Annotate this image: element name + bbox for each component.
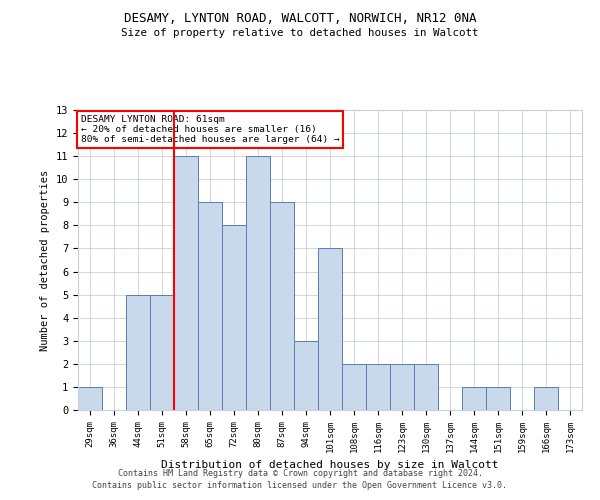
Text: Size of property relative to detached houses in Walcott: Size of property relative to detached ho… [121,28,479,38]
Bar [78,387,102,410]
Bar [366,364,390,410]
Bar [390,364,414,410]
Text: DESAMY LYNTON ROAD: 61sqm
← 20% of detached houses are smaller (16)
80% of semi-: DESAMY LYNTON ROAD: 61sqm ← 20% of detac… [80,114,339,144]
X-axis label: Distribution of detached houses by size in Walcott: Distribution of detached houses by size … [161,460,499,470]
Bar [318,248,342,410]
Bar [270,202,294,410]
Text: DESAMY, LYNTON ROAD, WALCOTT, NORWICH, NR12 0NA: DESAMY, LYNTON ROAD, WALCOTT, NORWICH, N… [124,12,476,26]
Text: Contains public sector information licensed under the Open Government Licence v3: Contains public sector information licen… [92,481,508,490]
Bar [174,156,198,410]
Bar [294,341,318,410]
Bar [246,156,270,410]
Bar [150,294,174,410]
Bar [534,387,558,410]
Bar [342,364,366,410]
Bar [222,226,246,410]
Bar [462,387,486,410]
Text: Contains HM Land Registry data © Crown copyright and database right 2024.: Contains HM Land Registry data © Crown c… [118,468,482,477]
Bar [414,364,438,410]
Y-axis label: Number of detached properties: Number of detached properties [40,170,50,350]
Bar [198,202,222,410]
Bar [126,294,150,410]
Bar [486,387,510,410]
